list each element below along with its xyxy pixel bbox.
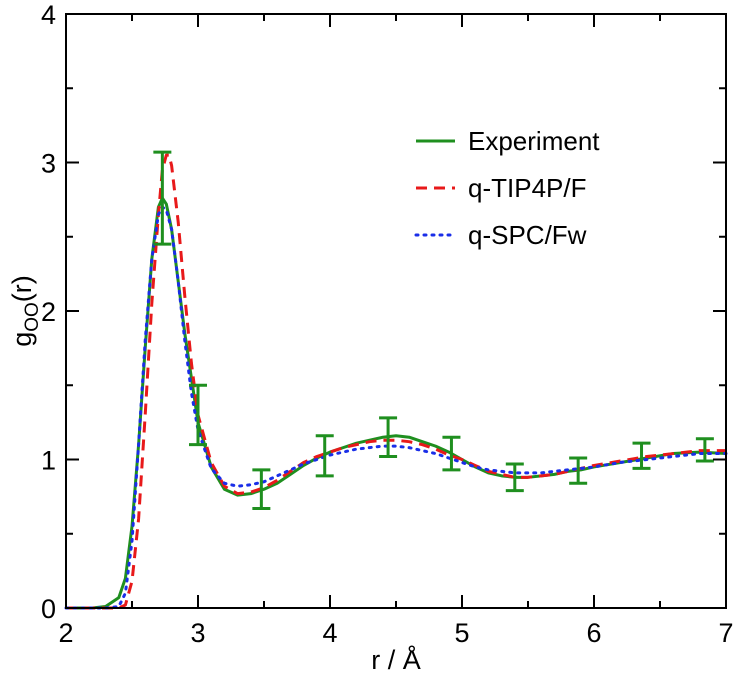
error-bar-3 bbox=[252, 468, 271, 511]
error-bar-6 bbox=[442, 435, 461, 472]
y-tick-label: 2 bbox=[41, 297, 56, 327]
x-tick-label: 5 bbox=[454, 618, 469, 648]
legend: Experiment q-TIP4P/F q-SPC/Fw bbox=[414, 126, 600, 250]
series-line-q-spc-fw bbox=[64, 205, 728, 610]
x-tick-label: 3 bbox=[190, 618, 205, 648]
error-bar-5 bbox=[379, 416, 398, 459]
x-tick-label: 2 bbox=[58, 618, 73, 648]
y-axis-label-subscript: OO bbox=[22, 302, 43, 332]
error-bar-1 bbox=[153, 150, 172, 246]
legend-label-q-spc-fw: q-SPC/Fw bbox=[468, 220, 587, 250]
x-axis-label: r / Å bbox=[371, 644, 421, 675]
x-tick-label: 6 bbox=[586, 618, 601, 648]
series-line-experiment bbox=[66, 196, 727, 610]
y-tick-label: 4 bbox=[41, 0, 56, 30]
error-bar-8 bbox=[569, 456, 588, 485]
legend-label-experiment: Experiment bbox=[468, 126, 600, 156]
y-axis-label-main: g bbox=[7, 332, 37, 347]
legend-label-q-tip4p-f: q-TIP4P/F bbox=[468, 173, 586, 203]
error-bar-10 bbox=[695, 437, 714, 463]
y-axis-label: gOO(r) bbox=[7, 275, 43, 347]
error-bar-2 bbox=[189, 383, 207, 447]
x-tick-label: 4 bbox=[322, 618, 337, 648]
error-bar-layer bbox=[153, 150, 714, 511]
error-bar-7 bbox=[505, 462, 524, 493]
tick-layer: 2 3 4 5 6 7 0 1 2 3 4 bbox=[41, 0, 734, 648]
error-bar-4 bbox=[315, 434, 334, 478]
x-tick-label: 7 bbox=[718, 618, 733, 648]
y-tick-label: 3 bbox=[41, 149, 56, 179]
error-bar-9 bbox=[632, 441, 651, 470]
y-axis-label-suffix: (r) bbox=[7, 275, 37, 302]
y-tick-label: 1 bbox=[41, 446, 56, 476]
y-tick-label: 0 bbox=[41, 594, 56, 624]
